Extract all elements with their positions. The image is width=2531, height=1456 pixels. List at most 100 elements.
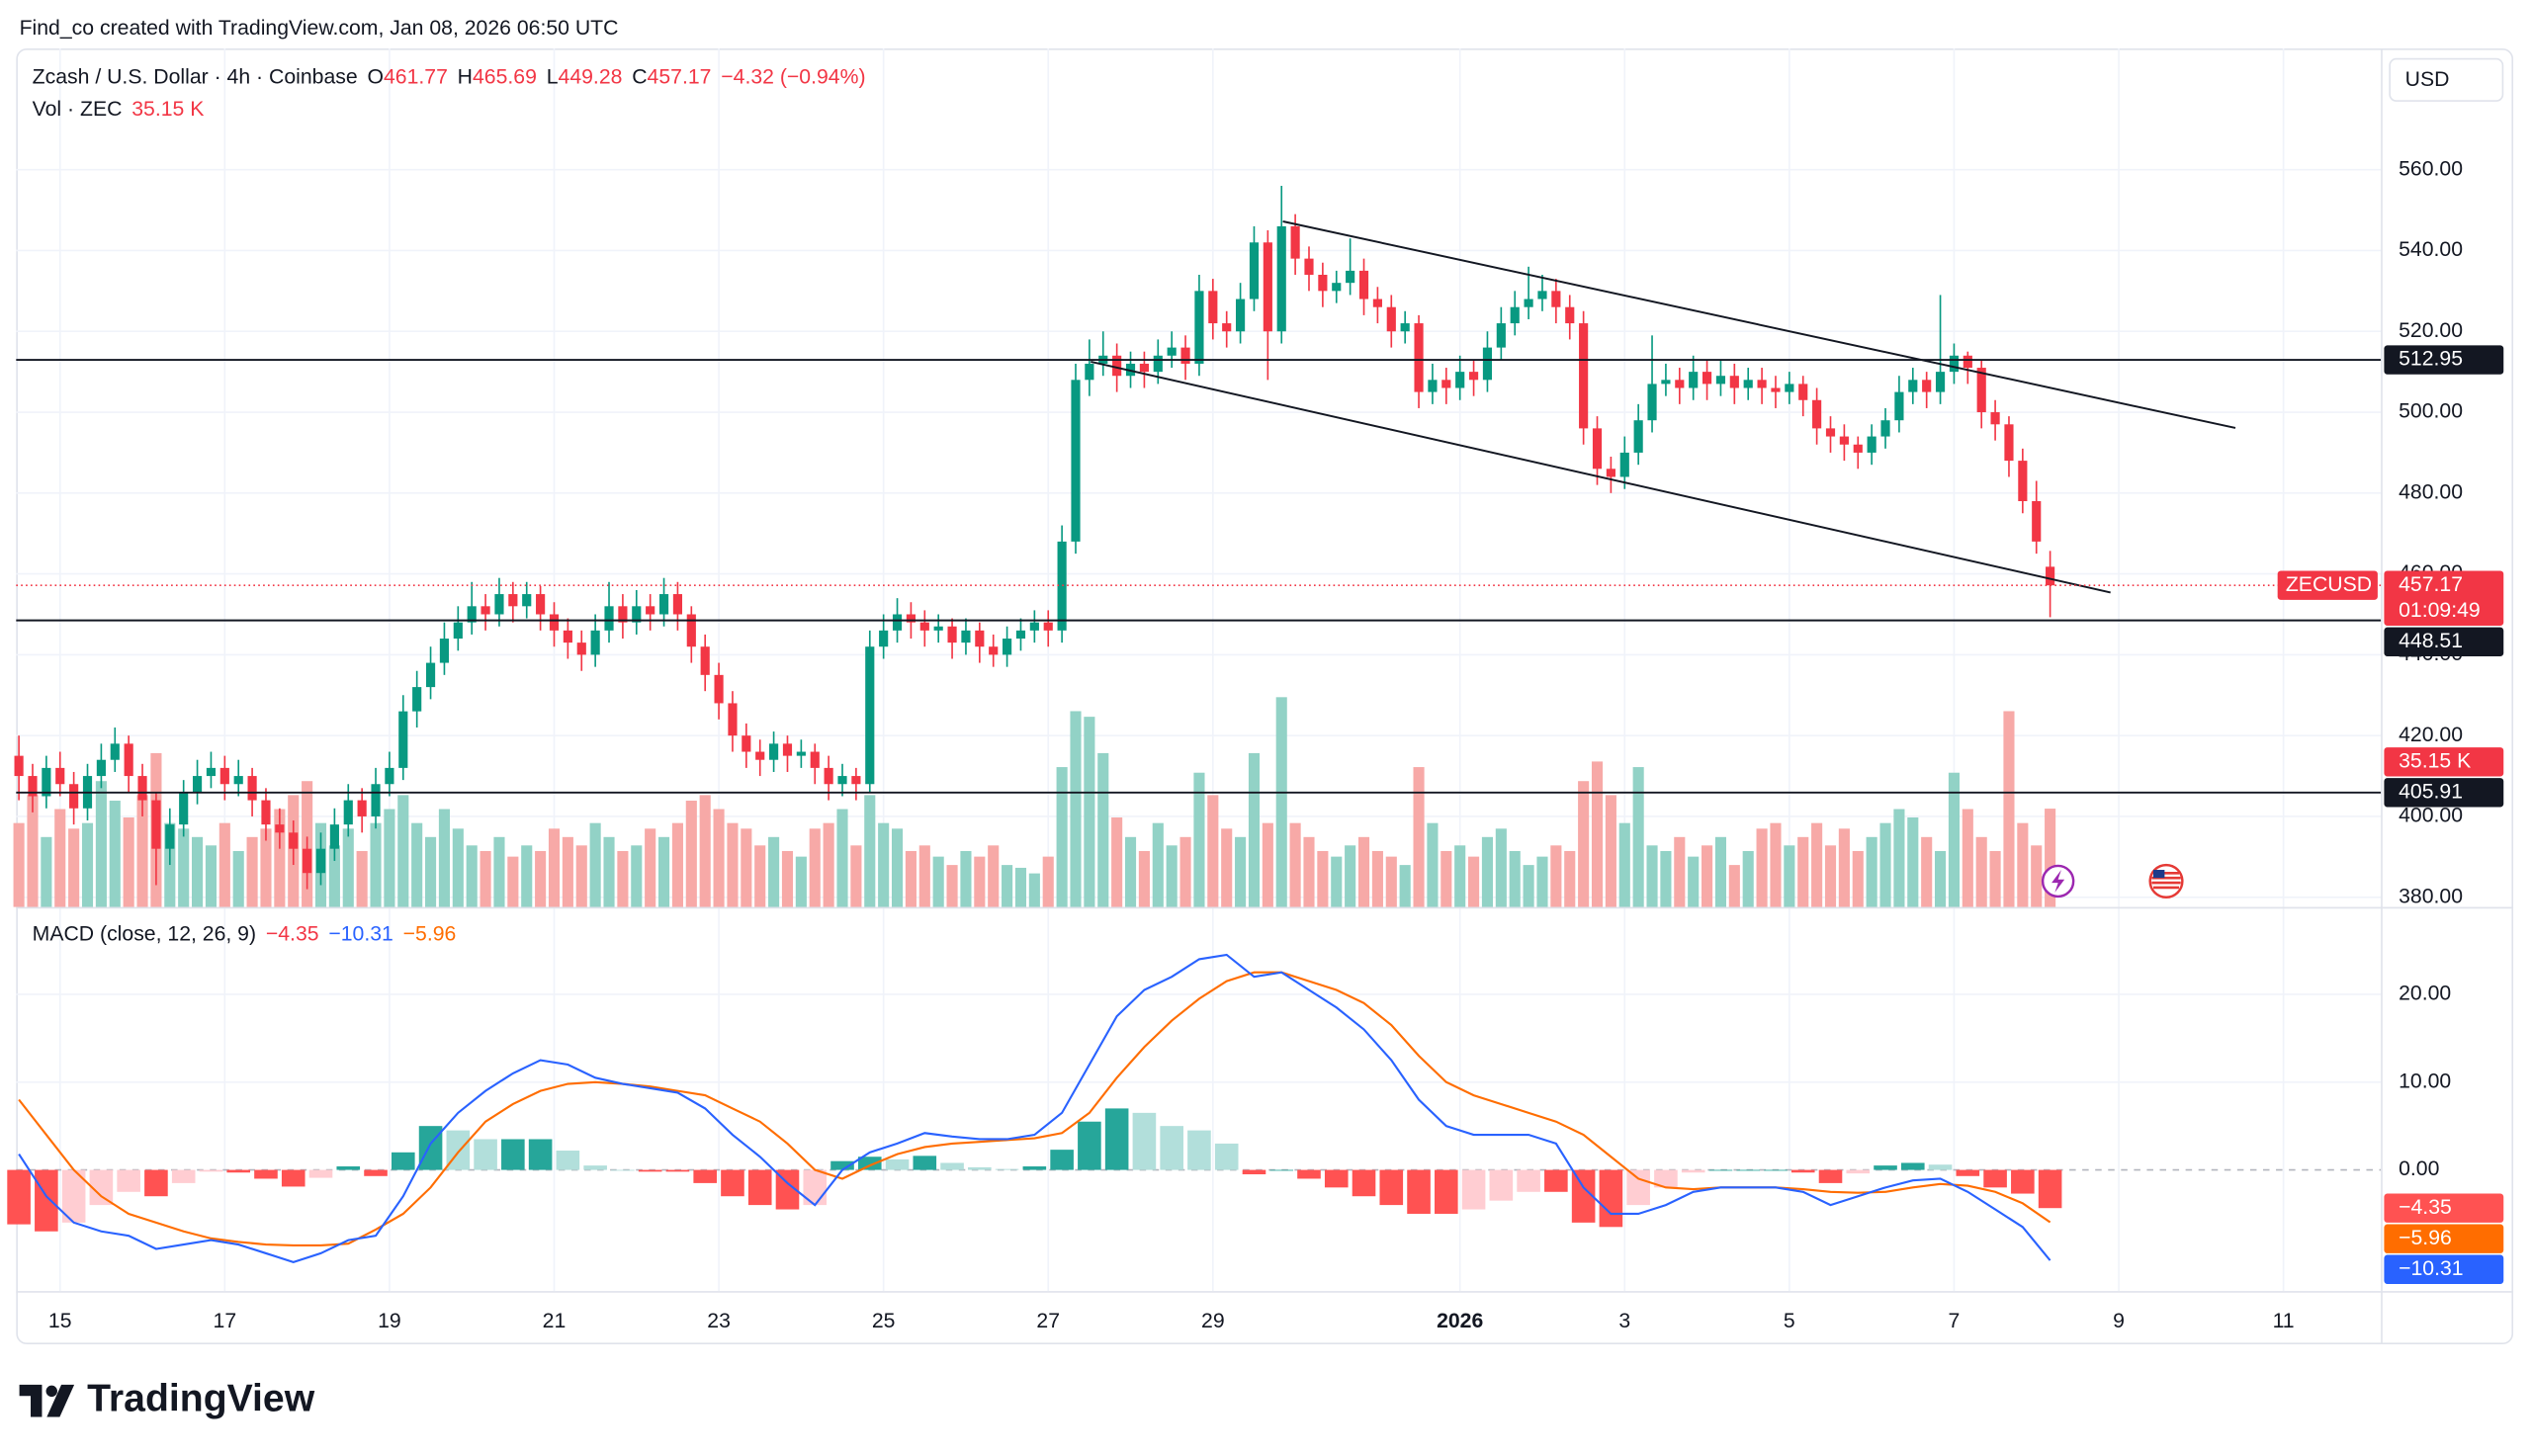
volume-bar <box>1193 772 1205 907</box>
volume-bar <box>13 822 25 907</box>
candle-body <box>275 824 285 833</box>
level-tag-label: 512.95 <box>2399 348 2463 371</box>
volume-bar <box>1632 767 1644 907</box>
histogram-bar <box>747 1169 772 1206</box>
macd-tag-label: −10.31 <box>2399 1257 2464 1280</box>
volume-bar <box>81 822 94 907</box>
candle-body <box>206 767 217 777</box>
volume-bar <box>1468 856 1480 907</box>
volume-bar <box>548 828 561 907</box>
histogram-bar <box>1324 1169 1349 1188</box>
volume-bar <box>1756 828 1768 907</box>
histogram-bar <box>281 1169 305 1187</box>
candle-body <box>522 594 532 607</box>
histogram-bar <box>1544 1169 1568 1192</box>
candle-body <box>646 606 655 615</box>
event-bolt <box>2051 870 2065 893</box>
candle-body <box>28 776 38 797</box>
candle-body <box>1290 225 1300 259</box>
volume-bar <box>1578 781 1590 907</box>
histogram-bar <box>1764 1169 1788 1171</box>
x-tick-label: 9 <box>2113 1310 2125 1332</box>
candle-body <box>343 800 353 825</box>
histogram-bar <box>2038 1169 2062 1209</box>
volume-bar <box>809 828 821 907</box>
candle-body <box>1043 622 1053 631</box>
candle-body <box>1318 274 1328 292</box>
candle-body <box>219 767 229 785</box>
legend-l: L <box>547 65 559 88</box>
volume-bar <box>1399 865 1411 907</box>
volume-bar <box>1536 856 1548 907</box>
volume-bar <box>768 836 780 907</box>
candle-body <box>289 832 299 849</box>
volume-bar <box>645 828 656 907</box>
flag-icon[interactable] <box>2148 863 2184 899</box>
volume-bar <box>1618 822 1630 907</box>
symbol-tag <box>2277 570 2378 600</box>
volume-bar <box>68 828 80 907</box>
histogram-bar <box>1269 1169 1294 1171</box>
volume-bar <box>1070 711 1082 907</box>
histogram-bar <box>830 1160 854 1170</box>
candle-body <box>96 759 106 777</box>
volume-bar <box>1935 850 1947 907</box>
volume-bar <box>1921 836 1933 907</box>
histogram-bar <box>1022 1166 1047 1170</box>
macd-tag <box>2384 1254 2504 1284</box>
volume-bar <box>342 828 354 907</box>
volume-bar <box>1866 836 1877 907</box>
volume-bar <box>480 850 491 907</box>
volume-bar <box>1427 822 1439 907</box>
candle-body <box>604 606 614 631</box>
candle-body <box>1894 391 1904 421</box>
macd-tag <box>2384 1193 2504 1223</box>
candle-body <box>865 646 875 785</box>
volume-bar <box>1989 850 2001 907</box>
volume-bar <box>425 836 437 907</box>
volume-bar <box>2017 822 2029 907</box>
legend-c: C <box>632 65 647 88</box>
level-tag <box>2384 345 2504 375</box>
candle-body <box>1346 270 1355 284</box>
histogram-bar <box>2011 1169 2035 1194</box>
volume-bar <box>1893 809 1905 907</box>
histogram-bar <box>226 1169 251 1173</box>
histogram-bar <box>528 1139 553 1170</box>
histogram-bar <box>1407 1169 1431 1214</box>
histogram-bar <box>940 1162 964 1170</box>
y-tick-label: 500.00 <box>2399 400 2463 423</box>
volume-bar <box>1056 767 1068 907</box>
x-tick-label: 15 <box>48 1310 72 1332</box>
volume-bar <box>95 781 107 907</box>
x-tick-label: 29 <box>1201 1310 1225 1332</box>
legend-volume: Vol · ZEC 35.15 K <box>33 98 205 121</box>
candle-body <box>947 626 957 643</box>
volume-bar <box>850 845 862 907</box>
volume-bar <box>384 809 395 907</box>
volume-bar <box>1385 856 1397 907</box>
logo-mark-2 <box>45 1385 57 1398</box>
y-tick-label: 520.00 <box>2399 319 2463 342</box>
legend-macd: MACD (close, 12, 26, 9) −4.35 −10.31 −5.96 <box>33 922 457 945</box>
histogram-bar <box>171 1169 196 1183</box>
volume-value: 35.15 K <box>131 98 204 121</box>
volume-bar <box>878 822 890 907</box>
candle-body <box>618 606 628 623</box>
histogram-bar <box>1626 1169 1650 1206</box>
symbol-tag-label: ZECUSD <box>2286 573 2372 596</box>
histogram-bar <box>418 1126 443 1170</box>
event-icon[interactable] <box>2041 864 2075 899</box>
candle-body <box>247 776 257 801</box>
volume-bar <box>1838 828 1850 907</box>
candle-body <box>590 630 600 655</box>
macd-tag-label: −4.35 <box>2399 1196 2452 1219</box>
volume-bar <box>603 836 615 907</box>
currency-box[interactable] <box>2389 57 2504 102</box>
candle-body <box>371 784 381 816</box>
histogram-bar <box>501 1139 525 1170</box>
histogram-bar <box>1242 1169 1266 1175</box>
candle-body <box>137 776 147 801</box>
currency[interactable]: USD <box>2405 68 2450 91</box>
